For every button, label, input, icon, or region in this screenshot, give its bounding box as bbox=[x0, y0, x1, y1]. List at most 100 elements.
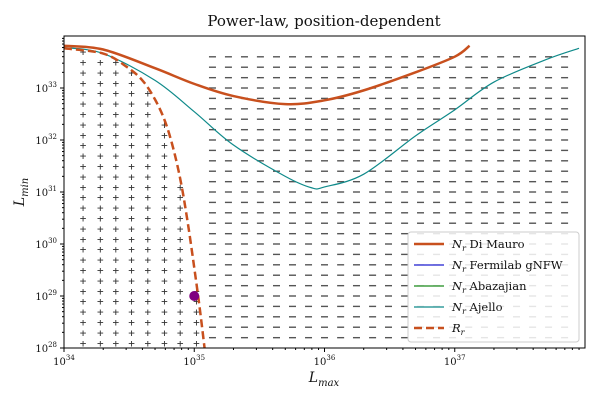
y-tick-label-1: 1029 bbox=[35, 289, 57, 303]
plus-marker: + bbox=[113, 118, 120, 131]
plus-marker: + bbox=[177, 326, 184, 339]
plus-marker: + bbox=[144, 191, 151, 204]
legend-label-3: Nr Ajello bbox=[451, 300, 503, 316]
plus-marker: + bbox=[97, 306, 104, 319]
plus-marker: + bbox=[80, 46, 87, 59]
plus-marker: + bbox=[80, 108, 87, 121]
plus-marker: + bbox=[128, 98, 135, 111]
plus-marker: + bbox=[97, 129, 104, 142]
plus-marker: + bbox=[161, 306, 168, 319]
plus-marker: + bbox=[161, 233, 168, 246]
plus-marker: + bbox=[113, 181, 120, 194]
y-tick-base: 10 bbox=[35, 344, 48, 355]
x-axis-label-main: L bbox=[308, 370, 318, 386]
plus-marker: + bbox=[97, 160, 104, 173]
plus-marker: + bbox=[113, 191, 120, 204]
plus-marker: + bbox=[128, 306, 135, 319]
plus-marker: + bbox=[97, 98, 104, 111]
plus-marker: + bbox=[161, 285, 168, 298]
plus-marker: + bbox=[128, 129, 135, 142]
plus-marker: + bbox=[113, 243, 120, 256]
plus-marker: + bbox=[128, 212, 135, 225]
plus-marker: + bbox=[97, 222, 104, 235]
plus-marker: + bbox=[80, 233, 87, 246]
y-tick-base: 10 bbox=[35, 84, 48, 95]
plus-marker: + bbox=[144, 264, 151, 277]
plus-marker: + bbox=[113, 326, 120, 339]
plus-marker: + bbox=[144, 337, 151, 350]
plus-marker: + bbox=[161, 118, 168, 131]
y-tick-exponent: 28 bbox=[48, 341, 57, 349]
plus-marker: + bbox=[161, 202, 168, 215]
x-axis-label: Lmax bbox=[308, 370, 340, 389]
plus-marker: + bbox=[177, 295, 184, 308]
plus-marker: + bbox=[128, 337, 135, 350]
legend-label-symbol: R bbox=[451, 321, 461, 335]
y-tick-base: 10 bbox=[35, 292, 48, 303]
plus-marker: + bbox=[193, 295, 200, 308]
y-tick-exponent: 30 bbox=[48, 237, 57, 245]
plus-marker: + bbox=[80, 295, 87, 308]
plus-marker: + bbox=[113, 306, 120, 319]
plus-marker: + bbox=[80, 98, 87, 111]
plus-marker: + bbox=[161, 316, 168, 329]
plus-marker: + bbox=[80, 264, 87, 277]
x-axis-label-sub: max bbox=[318, 378, 339, 389]
plus-marker: + bbox=[128, 160, 135, 173]
plus-marker: + bbox=[177, 254, 184, 267]
series-line-3 bbox=[64, 46, 580, 190]
plus-marker: + bbox=[177, 264, 184, 277]
plus-marker: + bbox=[80, 160, 87, 173]
plus-marker: + bbox=[144, 212, 151, 225]
legend-label-subscript: r bbox=[462, 307, 467, 316]
plus-marker: + bbox=[113, 150, 120, 163]
plus-marker: + bbox=[113, 337, 120, 350]
plus-marker: + bbox=[113, 139, 120, 152]
plus-marker: + bbox=[161, 129, 168, 142]
plus-marker: + bbox=[113, 285, 120, 298]
plus-marker: + bbox=[80, 337, 87, 350]
plus-marker: + bbox=[97, 87, 104, 100]
series-layer bbox=[64, 44, 580, 348]
plus-marker: + bbox=[128, 326, 135, 339]
plus-marker: + bbox=[80, 129, 87, 142]
y-axis-label: Lmin bbox=[12, 178, 31, 207]
plus-marker: + bbox=[128, 150, 135, 163]
legend-label-0: Nr Di Mauro bbox=[451, 237, 525, 253]
plus-marker: + bbox=[177, 316, 184, 329]
plus-marker: + bbox=[113, 316, 120, 329]
plus-marker: + bbox=[97, 274, 104, 287]
plus-marker: + bbox=[80, 139, 87, 152]
legend-label-text: Fermilab gNFW bbox=[466, 258, 563, 272]
x-tick-base: 10 bbox=[314, 357, 327, 368]
plus-marker: + bbox=[128, 181, 135, 194]
plus-marker: + bbox=[128, 274, 135, 287]
series-line-0 bbox=[64, 44, 471, 106]
y-tick-exponent: 33 bbox=[48, 81, 57, 89]
plus-marker: + bbox=[128, 233, 135, 246]
y-tick-base: 10 bbox=[35, 240, 48, 251]
plus-marker: + bbox=[97, 264, 104, 277]
plus-marker: + bbox=[80, 202, 87, 215]
plus-marker: + bbox=[144, 87, 151, 100]
plus-marker: + bbox=[97, 254, 104, 267]
plus-marker: + bbox=[97, 170, 104, 183]
plus-marker: + bbox=[80, 56, 87, 69]
legend-label-subscript: r bbox=[462, 265, 467, 274]
plus-marker: + bbox=[161, 181, 168, 194]
legend-label-symbol: N bbox=[451, 300, 463, 314]
plus-marker: + bbox=[161, 170, 168, 183]
x-tick-exponent: 37 bbox=[457, 354, 466, 362]
plus-marker: + bbox=[177, 306, 184, 319]
plus-marker: + bbox=[80, 87, 87, 100]
x-tick-exponent: 36 bbox=[326, 354, 335, 362]
plus-marker: + bbox=[97, 337, 104, 350]
plus-marker: + bbox=[144, 150, 151, 163]
plus-marker: + bbox=[80, 181, 87, 194]
plus-marker: + bbox=[177, 212, 184, 225]
plus-marker: + bbox=[113, 202, 120, 215]
plus-marker: + bbox=[193, 337, 200, 350]
legend-label-text: Di Mauro bbox=[466, 237, 525, 251]
plus-marker: + bbox=[193, 306, 200, 319]
